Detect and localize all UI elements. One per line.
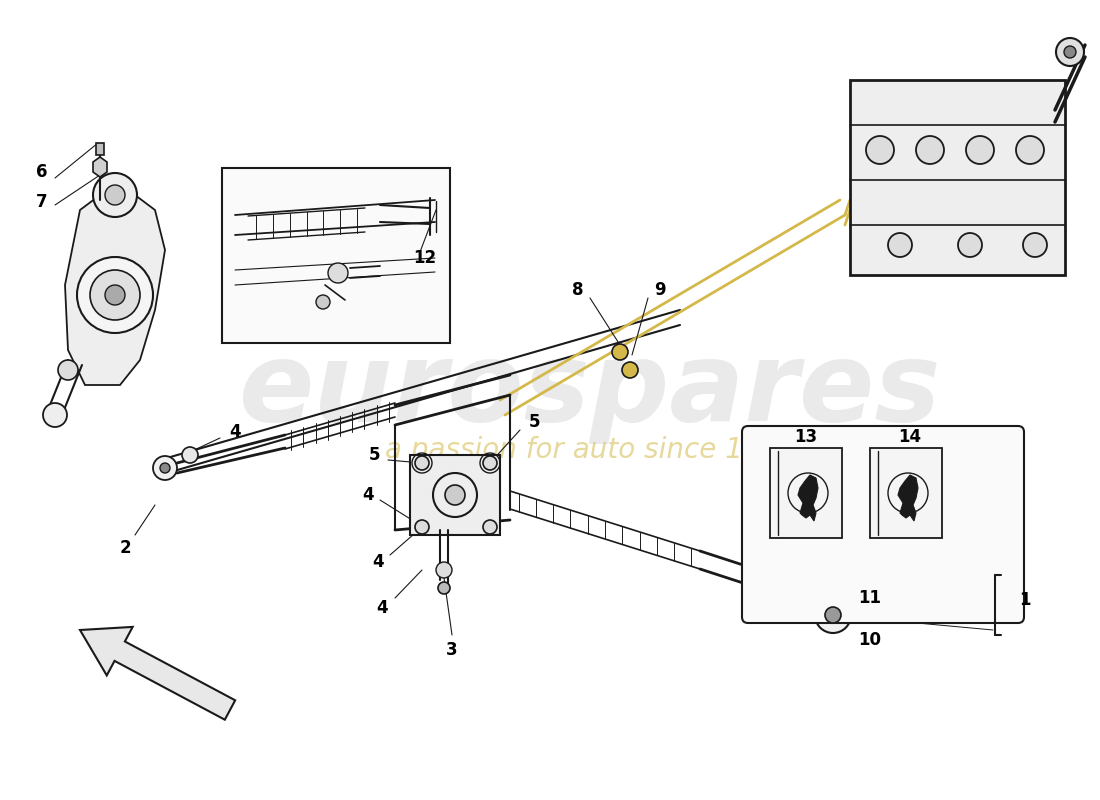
Circle shape: [316, 295, 330, 309]
Text: 6: 6: [36, 163, 47, 181]
Text: 4: 4: [372, 553, 384, 571]
Text: 5: 5: [529, 413, 541, 431]
FancyBboxPatch shape: [742, 426, 1024, 623]
FancyArrow shape: [80, 627, 235, 720]
Circle shape: [888, 233, 912, 257]
Circle shape: [1064, 46, 1076, 58]
Polygon shape: [65, 195, 165, 385]
Circle shape: [328, 263, 348, 283]
Circle shape: [866, 136, 894, 164]
Circle shape: [483, 456, 497, 470]
Circle shape: [825, 607, 842, 623]
Text: 3: 3: [447, 641, 458, 659]
Text: 7: 7: [36, 193, 47, 211]
Circle shape: [1056, 38, 1084, 66]
Circle shape: [90, 270, 140, 320]
Text: 9: 9: [654, 281, 666, 299]
Circle shape: [104, 285, 125, 305]
Bar: [222, 168, 450, 343]
Bar: [410, 455, 500, 535]
Circle shape: [1023, 233, 1047, 257]
Circle shape: [94, 173, 138, 217]
Bar: [870, 448, 942, 538]
Text: 13: 13: [794, 428, 817, 446]
Text: 4: 4: [229, 423, 241, 441]
Circle shape: [153, 456, 177, 480]
Circle shape: [966, 136, 994, 164]
Text: 14: 14: [899, 428, 922, 446]
Text: a passion for auto since 1965: a passion for auto since 1965: [385, 436, 795, 464]
Circle shape: [446, 485, 465, 505]
Text: 2: 2: [119, 539, 131, 557]
Text: 5: 5: [370, 446, 381, 464]
Circle shape: [58, 360, 78, 380]
Circle shape: [1016, 136, 1044, 164]
Text: 11: 11: [858, 589, 881, 607]
Text: 1: 1: [1020, 591, 1031, 609]
Circle shape: [483, 520, 497, 534]
Circle shape: [104, 185, 125, 205]
Text: 4: 4: [362, 486, 374, 504]
Circle shape: [436, 562, 452, 578]
Circle shape: [43, 403, 67, 427]
Bar: [850, 80, 1065, 275]
Circle shape: [438, 582, 450, 594]
Circle shape: [958, 233, 982, 257]
Circle shape: [612, 344, 628, 360]
Circle shape: [415, 520, 429, 534]
Polygon shape: [94, 157, 107, 177]
Circle shape: [916, 136, 944, 164]
Polygon shape: [798, 475, 818, 521]
Circle shape: [621, 362, 638, 378]
Text: 12: 12: [414, 249, 437, 267]
Text: 8: 8: [572, 281, 584, 299]
Circle shape: [815, 597, 851, 633]
Polygon shape: [898, 475, 918, 521]
Circle shape: [77, 257, 153, 333]
Circle shape: [160, 463, 170, 473]
Bar: [96, 143, 104, 155]
Circle shape: [415, 456, 429, 470]
Text: 4: 4: [376, 599, 388, 617]
Text: eurospares: eurospares: [239, 337, 942, 443]
Text: 10: 10: [858, 631, 881, 649]
Bar: [770, 448, 842, 538]
Circle shape: [182, 447, 198, 463]
